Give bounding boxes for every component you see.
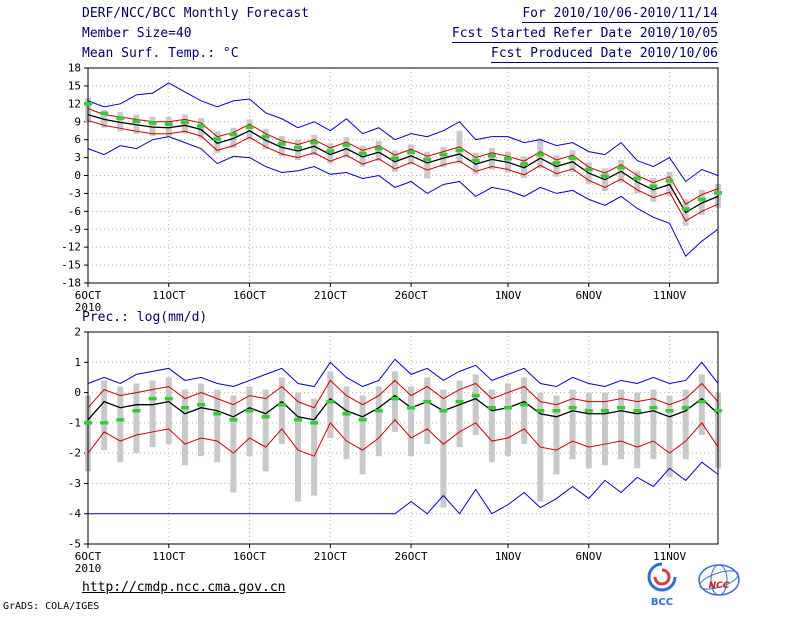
- svg-text:-2: -2: [68, 447, 81, 460]
- svg-text:26OCT: 26OCT: [395, 289, 428, 302]
- header-row-3: Mean Surf. Temp.: °C Fcst Produced Date …: [82, 46, 718, 63]
- svg-text:6NOV: 6NOV: [576, 550, 603, 563]
- bcc-logo-label: BCC: [651, 597, 673, 608]
- bcc-logo: BCC: [647, 562, 677, 608]
- svg-text:21OCT: 21OCT: [314, 289, 347, 302]
- svg-text:2010: 2010: [75, 301, 102, 314]
- bcc-logo-swirl-inner: [653, 568, 671, 586]
- svg-text:-12: -12: [61, 241, 81, 254]
- svg-text:0: 0: [74, 386, 81, 399]
- svg-text:-5: -5: [68, 538, 81, 551]
- site-url-link[interactable]: http://cmdp.ncc.cma.gov.cn: [82, 580, 286, 595]
- svg-text:1NOV: 1NOV: [495, 550, 522, 563]
- svg-text:12: 12: [68, 97, 81, 110]
- svg-text:1: 1: [74, 356, 81, 369]
- svg-text:16OCT: 16OCT: [233, 550, 266, 563]
- svg-text:6NOV: 6NOV: [576, 289, 603, 302]
- svg-text:-4: -4: [68, 507, 82, 520]
- svg-text:-1: -1: [68, 416, 81, 429]
- svg-text:18: 18: [68, 62, 81, 75]
- svg-text:9: 9: [74, 115, 81, 128]
- svg-text:-18: -18: [61, 277, 81, 290]
- svg-text:16OCT: 16OCT: [233, 289, 266, 302]
- svg-text:26OCT: 26OCT: [395, 550, 428, 563]
- ncc-logo-orbit: [699, 570, 739, 590]
- svg-text:0: 0: [74, 169, 81, 182]
- header-row-2: Member Size=40 Fcst Started Refer Date 2…: [82, 26, 718, 43]
- app-title: DERF/NCC/BCC Monthly Forecast: [82, 6, 309, 21]
- svg-text:6: 6: [74, 133, 81, 146]
- svg-text:11OCT: 11OCT: [152, 550, 185, 563]
- fcst-produced-date: Fcst Produced Date 2010/10/06: [491, 46, 718, 63]
- member-size: Member Size=40: [82, 26, 192, 41]
- svg-text:-6: -6: [68, 205, 81, 218]
- svg-text:-3: -3: [68, 477, 81, 490]
- temperature-chart-title: Mean Surf. Temp.: °C: [82, 46, 239, 61]
- svg-text:2: 2: [74, 326, 81, 339]
- svg-text:6OCT: 6OCT: [75, 289, 102, 302]
- fcst-refer-date: Fcst Started Refer Date 2010/10/05: [451, 26, 718, 43]
- svg-text:-9: -9: [68, 223, 81, 236]
- forecast-period: For 2010/10/06-2010/11/14: [522, 6, 718, 23]
- svg-text:6OCT: 6OCT: [75, 550, 102, 563]
- svg-text:11OCT: 11OCT: [152, 289, 185, 302]
- bcc-logo-swirl-outer: [647, 562, 677, 592]
- ncc-logo-meridian: [710, 564, 728, 596]
- svg-text:11NOV: 11NOV: [653, 550, 686, 563]
- grads-credit: GrADS: COLA/IGES: [3, 601, 100, 612]
- ncc-logo: NCC: [698, 564, 740, 596]
- svg-text:11NOV: 11NOV: [653, 289, 686, 302]
- svg-text:1NOV: 1NOV: [495, 289, 522, 302]
- svg-text:3: 3: [74, 151, 81, 164]
- svg-text:-3: -3: [68, 187, 81, 200]
- precipitation-chart-title: Prec.: log(mm/d): [82, 310, 208, 325]
- svg-text:-15: -15: [61, 259, 81, 272]
- svg-text:2010: 2010: [75, 562, 102, 575]
- header-row-1: DERF/NCC/BCC Monthly Forecast For 2010/1…: [82, 6, 718, 23]
- ncc-logo-label: NCC: [709, 581, 730, 591]
- svg-text:15: 15: [68, 79, 81, 92]
- svg-text:21OCT: 21OCT: [314, 550, 347, 563]
